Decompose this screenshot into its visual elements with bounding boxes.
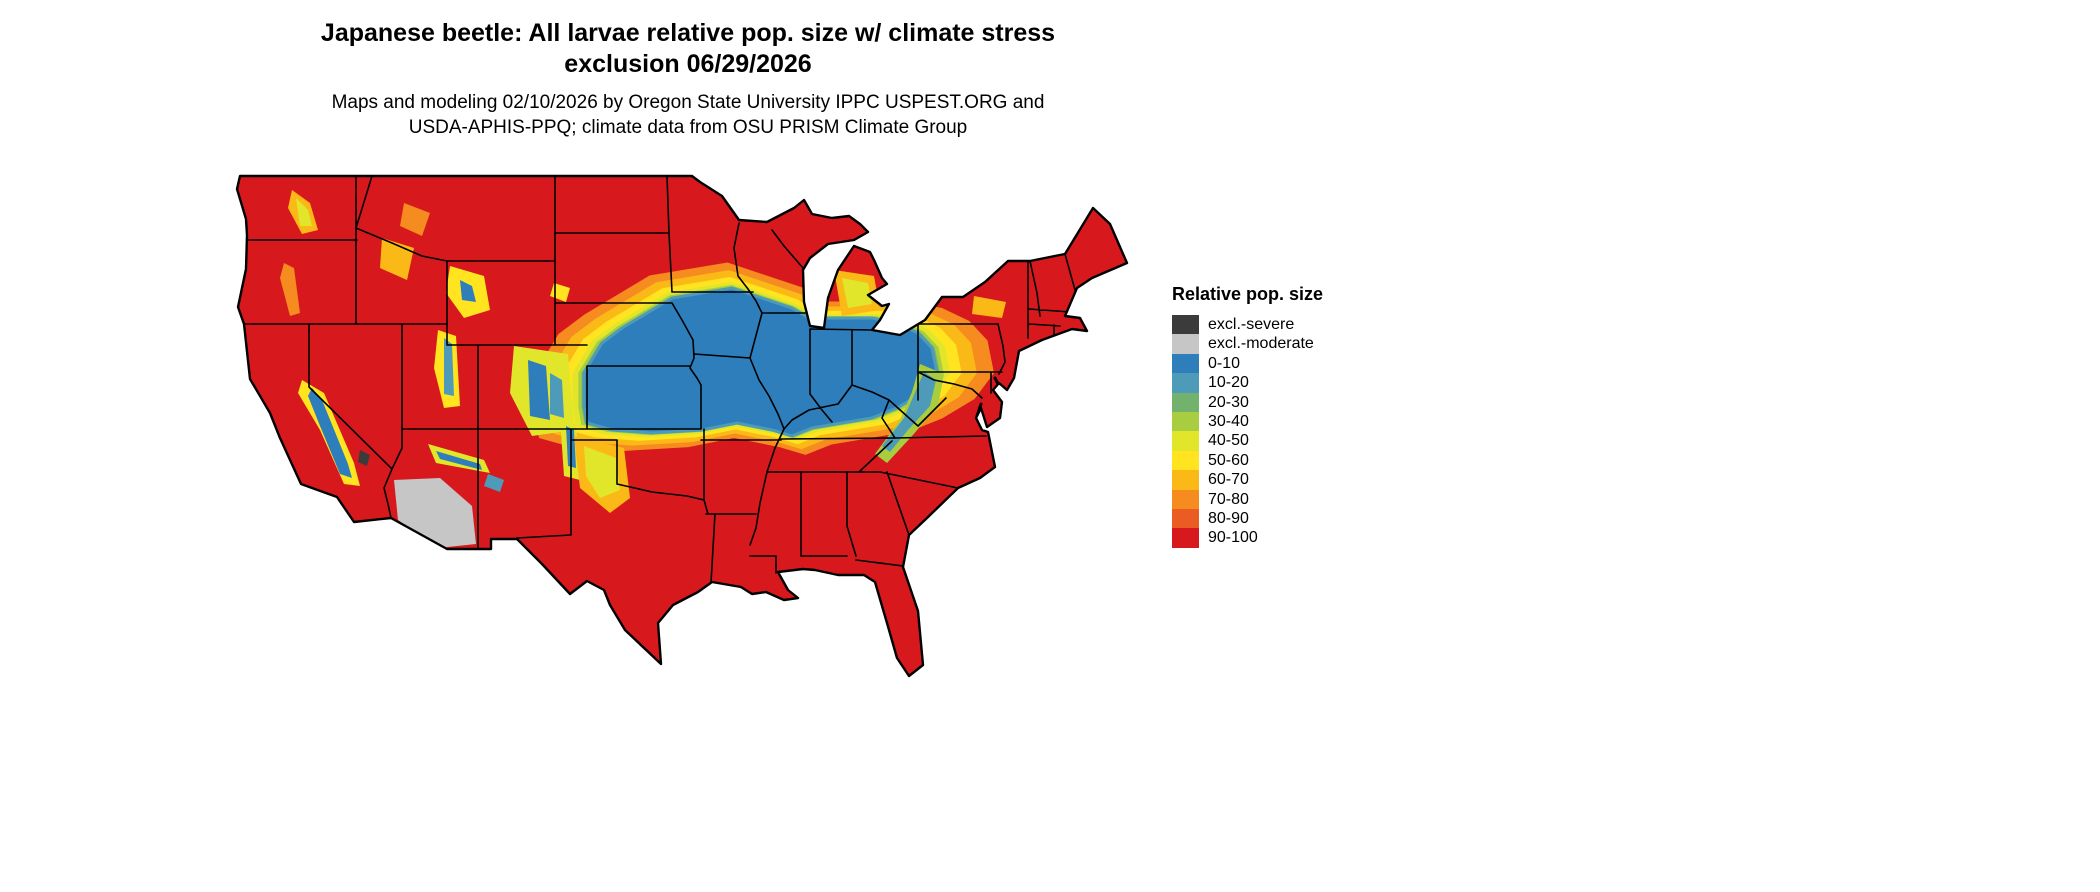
legend-swatch <box>1172 431 1199 451</box>
map-title-line2: exclusion 06/29/2026 <box>564 50 812 78</box>
appalachians-core <box>882 372 936 452</box>
legend-swatch <box>1172 528 1199 548</box>
legend-swatch <box>1172 392 1199 412</box>
legend-item: 0-10 <box>1172 353 1372 374</box>
legend-label: 0-10 <box>1208 354 1241 372</box>
legend-item: 40-50 <box>1172 431 1372 451</box>
desert-severe-exclusion <box>358 450 370 466</box>
colorado-rockies-core <box>528 360 550 420</box>
legend-swatch <box>1172 411 1199 432</box>
legend: Relative pop. size excl.-severe excl.-mo… <box>1172 284 1372 548</box>
texas-panhandle-core <box>584 446 620 498</box>
legend-item: excl.-moderate <box>1172 334 1372 354</box>
us-map <box>232 168 1142 693</box>
legend-label: 50-60 <box>1208 451 1249 469</box>
legend-label: 40-50 <box>1208 432 1249 450</box>
washington-cascades-core <box>296 198 312 226</box>
legend-item: 90-100 <box>1172 528 1372 548</box>
legend-label: 60-70 <box>1208 471 1249 489</box>
legend-swatch <box>1172 373 1199 393</box>
legend-swatch <box>1172 315 1199 335</box>
legend-swatch <box>1172 508 1199 529</box>
map-subtitle-line2: USDA-APHIS-PPQ; climate data from OSU PR… <box>408 117 968 138</box>
map-title-line1: Japanese beetle: All larvae relative pop… <box>320 19 1056 47</box>
legend-label: 20-30 <box>1208 393 1249 411</box>
legend-item: 30-40 <box>1172 411 1372 432</box>
legend-label: 10-20 <box>1208 374 1249 392</box>
legend-item: excl.-severe <box>1172 315 1372 335</box>
legend-label: 80-90 <box>1208 509 1249 527</box>
map-subtitle: Maps and modeling 02/10/2026 by Oregon S… <box>0 90 1376 140</box>
legend-item: 20-30 <box>1172 392 1372 412</box>
gila-mountains-patch <box>484 474 504 492</box>
montana-rockies-patch <box>400 203 430 236</box>
sierra-nevada-core <box>308 388 352 478</box>
legend-label: 30-40 <box>1208 412 1249 430</box>
map-title: Japanese beetle: All larvae relative pop… <box>0 18 1376 80</box>
legend-label: 90-100 <box>1208 529 1258 547</box>
legend-item: 60-70 <box>1172 470 1372 490</box>
wasatch-core <box>444 338 454 396</box>
legend-item: 50-60 <box>1172 450 1372 471</box>
legend-title: Relative pop. size <box>1172 284 1324 304</box>
us-outline <box>235 174 1129 678</box>
wind-river-core <box>460 280 476 302</box>
oregon-cascades-patch <box>280 263 300 316</box>
us-map-svg <box>235 174 1129 678</box>
legend-label: excl.-moderate <box>1208 335 1314 353</box>
core-low-band <box>582 286 939 438</box>
legend-swatch <box>1172 470 1199 490</box>
raster-layer <box>237 176 1127 676</box>
michigan-center-core <box>842 278 872 308</box>
legend-swatch <box>1172 450 1199 471</box>
newyork-lake-plain-patch <box>972 296 1006 318</box>
legend-swatch <box>1172 489 1199 509</box>
channel-island-dot2 <box>327 509 333 515</box>
legend-swatch <box>1172 353 1199 374</box>
channel-island-dot1 <box>317 503 323 509</box>
map-subtitle-line1: Maps and modeling 02/10/2026 by Oregon S… <box>331 92 1045 113</box>
state-borders <box>243 176 1076 584</box>
legend-item: 70-80 <box>1172 489 1372 509</box>
front-range-core <box>550 373 564 418</box>
mogollon-rim-core <box>436 451 482 470</box>
legend-label: excl.-severe <box>1208 316 1295 333</box>
legend-label: 70-80 <box>1208 490 1249 508</box>
legend-item: 80-90 <box>1172 508 1372 529</box>
legend-swatch <box>1172 334 1199 354</box>
legend-item: 10-20 <box>1172 373 1372 393</box>
